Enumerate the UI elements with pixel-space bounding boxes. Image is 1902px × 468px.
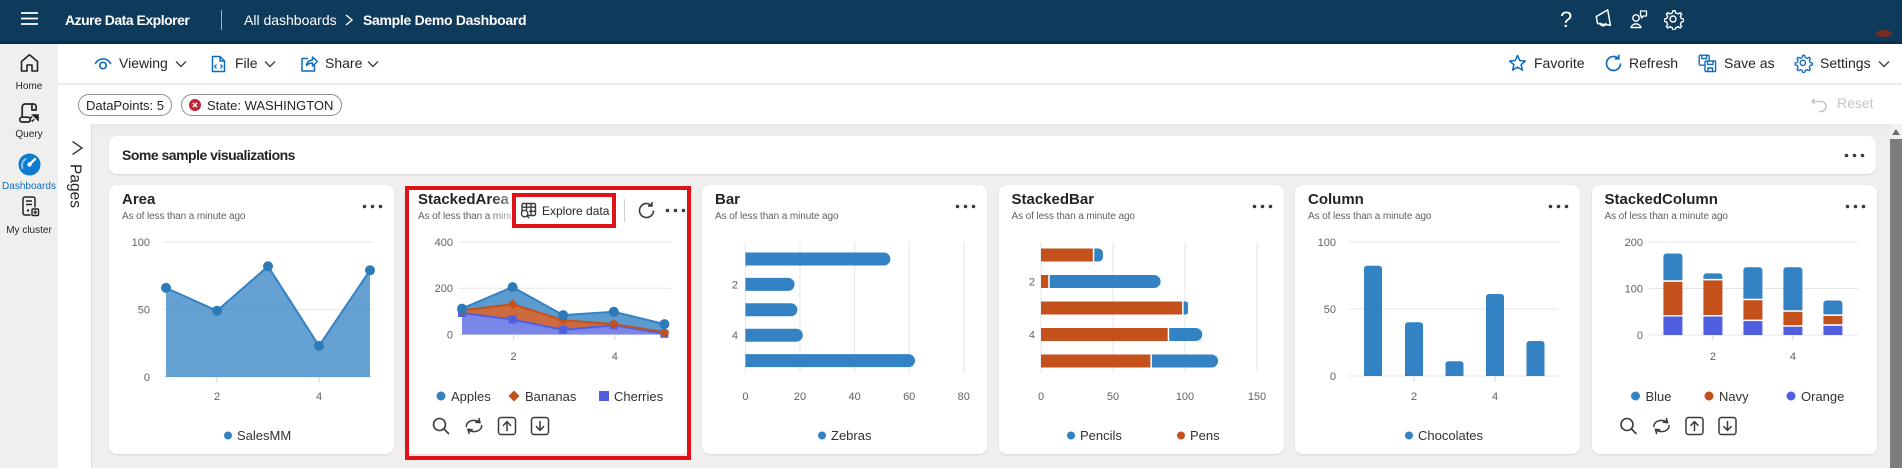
svg-text:0: 0 — [1037, 391, 1043, 403]
svg-text:200: 200 — [435, 283, 453, 295]
svg-text:20: 20 — [794, 391, 806, 403]
svg-text:2: 2 — [732, 279, 738, 291]
svg-text:50: 50 — [1106, 391, 1118, 403]
svg-text:50: 50 — [1324, 304, 1336, 316]
svg-text:4: 4 — [732, 330, 738, 342]
svg-text:Navy: Navy — [1719, 389, 1749, 404]
svg-text:100: 100 — [1624, 284, 1642, 296]
svg-text:100: 100 — [1175, 391, 1193, 403]
svg-text:2: 2 — [1709, 351, 1715, 363]
svg-text:400: 400 — [435, 237, 453, 249]
svg-text:200: 200 — [1624, 237, 1642, 249]
svg-text:0: 0 — [742, 391, 748, 403]
svg-text:4: 4 — [1789, 351, 1795, 363]
svg-text:Orange: Orange — [1801, 389, 1844, 404]
svg-text:2: 2 — [1028, 277, 1034, 289]
svg-text:Chocolates: Chocolates — [1418, 428, 1484, 443]
svg-text:80: 80 — [958, 391, 970, 403]
svg-text:4: 4 — [316, 391, 322, 403]
svg-text:Blue: Blue — [1645, 389, 1671, 404]
svg-text:4: 4 — [1492, 391, 1498, 403]
svg-text:2: 2 — [1411, 391, 1417, 403]
svg-text:0: 0 — [1330, 371, 1336, 383]
svg-text:4: 4 — [612, 351, 618, 363]
svg-text:Bananas: Bananas — [525, 389, 577, 404]
svg-text:100: 100 — [1318, 237, 1336, 249]
svg-text:50: 50 — [138, 305, 150, 317]
svg-text:Pens: Pens — [1190, 428, 1220, 443]
svg-text:2: 2 — [511, 351, 517, 363]
svg-text:Pencils: Pencils — [1080, 428, 1122, 443]
svg-text:0: 0 — [1636, 330, 1642, 342]
svg-text:0: 0 — [447, 330, 453, 342]
svg-text:4: 4 — [1028, 330, 1034, 342]
svg-text:150: 150 — [1247, 391, 1265, 403]
svg-text:100: 100 — [132, 237, 150, 249]
svg-text:SalesMM: SalesMM — [237, 428, 291, 443]
svg-text:0: 0 — [144, 372, 150, 384]
svg-text:2: 2 — [214, 391, 220, 403]
svg-text:Apples: Apples — [451, 389, 491, 404]
svg-text:40: 40 — [848, 391, 860, 403]
svg-text:Zebras: Zebras — [831, 428, 872, 443]
svg-text:60: 60 — [903, 391, 915, 403]
svg-text:Cherries: Cherries — [614, 389, 664, 404]
